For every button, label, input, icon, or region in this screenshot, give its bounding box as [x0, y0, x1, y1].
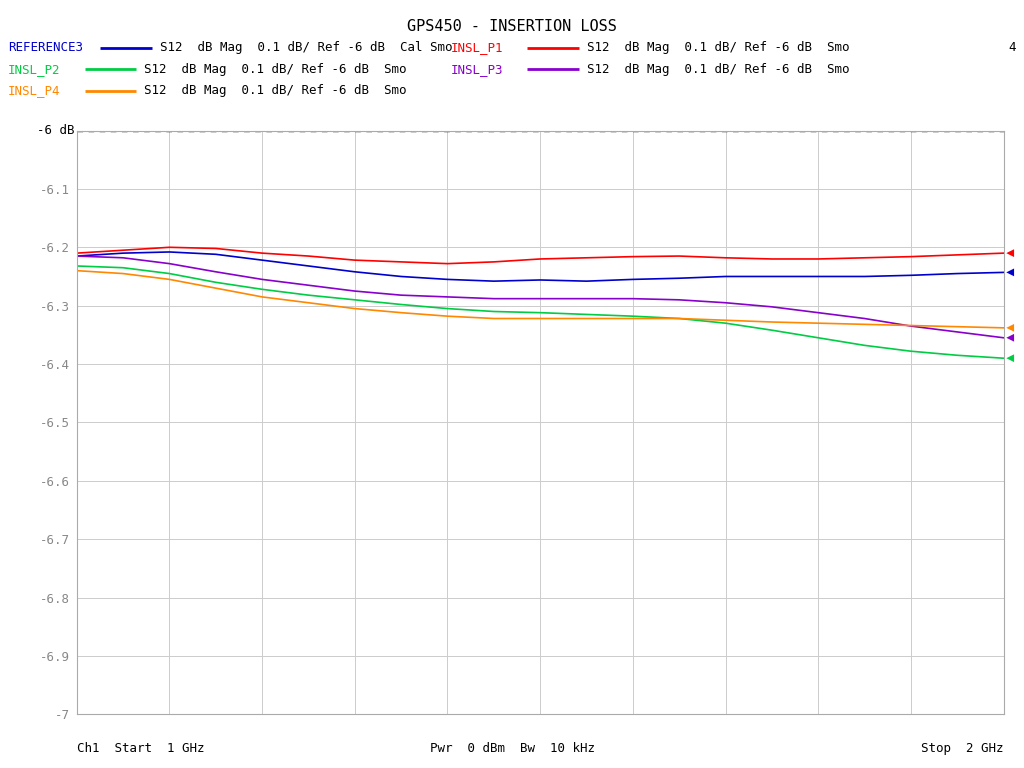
Text: S12  dB Mag  0.1 dB/ Ref -6 dB  Cal Smo: S12 dB Mag 0.1 dB/ Ref -6 dB Cal Smo	[160, 41, 453, 54]
Text: INSL_P2: INSL_P2	[8, 63, 60, 75]
Text: INSL_P1: INSL_P1	[451, 41, 503, 54]
Text: Pwr  0 dBm  Bw  10 kHz: Pwr 0 dBm Bw 10 kHz	[429, 743, 595, 755]
Text: INSL_P4: INSL_P4	[8, 84, 60, 97]
Text: INSL_P3: INSL_P3	[451, 63, 503, 75]
Text: S12  dB Mag  0.1 dB/ Ref -6 dB  Smo: S12 dB Mag 0.1 dB/ Ref -6 dB Smo	[587, 63, 849, 75]
Text: S12  dB Mag  0.1 dB/ Ref -6 dB  Smo: S12 dB Mag 0.1 dB/ Ref -6 dB Smo	[144, 63, 407, 75]
Text: S12  dB Mag  0.1 dB/ Ref -6 dB  Smo: S12 dB Mag 0.1 dB/ Ref -6 dB Smo	[144, 84, 407, 97]
Text: Ch1  Start  1 GHz: Ch1 Start 1 GHz	[77, 743, 205, 755]
Text: GPS450 - INSERTION LOSS: GPS450 - INSERTION LOSS	[408, 19, 616, 35]
Text: Stop  2 GHz: Stop 2 GHz	[921, 743, 1004, 755]
Text: S12  dB Mag  0.1 dB/ Ref -6 dB  Smo: S12 dB Mag 0.1 dB/ Ref -6 dB Smo	[587, 41, 849, 54]
Text: REFERENCE3: REFERENCE3	[8, 41, 83, 54]
Text: 4: 4	[1009, 41, 1016, 54]
Text: -6 dB: -6 dB	[37, 124, 75, 137]
